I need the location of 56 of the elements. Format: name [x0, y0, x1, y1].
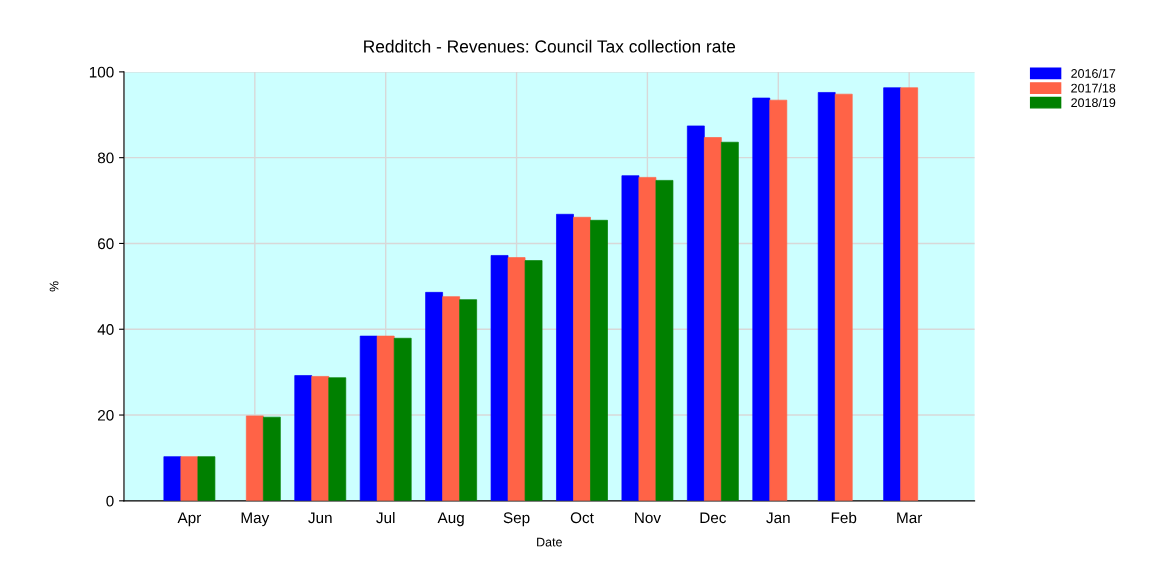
bar — [752, 97, 771, 501]
bar — [524, 260, 543, 501]
bar — [311, 376, 330, 501]
bar — [328, 377, 347, 501]
bar — [573, 216, 591, 501]
bar — [834, 93, 853, 501]
legend-label: 2017/18 — [1071, 83, 1116, 93]
bar — [817, 92, 836, 501]
bar — [262, 416, 281, 501]
chart-title: Redditch - Revenues: Council Tax collection rate — [364, 39, 736, 53]
bar — [507, 257, 526, 501]
bar — [459, 299, 477, 501]
bar — [621, 175, 640, 501]
x-tick-label: Sep — [503, 512, 530, 527]
bar — [197, 456, 216, 501]
x-tick-label: Mar — [897, 512, 923, 524]
y-tick-label: 20 — [98, 409, 114, 421]
x-tick-label: Jan — [766, 512, 790, 524]
x-tick-label: Oct — [570, 512, 594, 524]
y-tick-label: 40 — [97, 324, 114, 335]
x-tick-label: Jun — [308, 512, 332, 524]
bar — [490, 255, 509, 501]
bar — [883, 87, 901, 501]
x-tick-label: Nov — [635, 512, 661, 524]
bar — [359, 335, 378, 501]
bar — [769, 99, 788, 501]
bar — [590, 219, 608, 501]
x-tick-label: Jul — [376, 511, 395, 524]
bar — [425, 292, 443, 501]
y-axis-title: % — [49, 281, 59, 292]
bar — [163, 456, 182, 501]
bar — [556, 213, 574, 501]
bar — [442, 296, 460, 501]
bar — [900, 87, 919, 501]
bar — [704, 137, 722, 501]
bar — [393, 337, 412, 501]
x-tick-label: Feb — [831, 511, 857, 524]
bar — [294, 375, 313, 501]
bar — [721, 141, 739, 501]
bar — [245, 415, 264, 501]
x-axis-title: Date — [537, 537, 562, 547]
legend-label: 2018/19 — [1071, 97, 1116, 108]
y-tick-label: 60 — [98, 238, 114, 250]
x-tick-label: Apr — [177, 512, 202, 527]
bar — [638, 177, 657, 501]
y-tick-label: 80 — [97, 152, 114, 164]
legend-label: 2016/17 — [1071, 68, 1116, 78]
y-tick-label: 100 — [89, 66, 114, 78]
x-tick-label: Aug — [437, 512, 464, 527]
x-tick-label: Dec — [700, 512, 727, 524]
bar — [655, 180, 674, 501]
y-tick-label: 0 — [106, 495, 114, 507]
bar — [686, 125, 705, 501]
bar — [180, 456, 199, 501]
bar — [376, 335, 395, 501]
x-tick-label: May — [241, 512, 270, 527]
